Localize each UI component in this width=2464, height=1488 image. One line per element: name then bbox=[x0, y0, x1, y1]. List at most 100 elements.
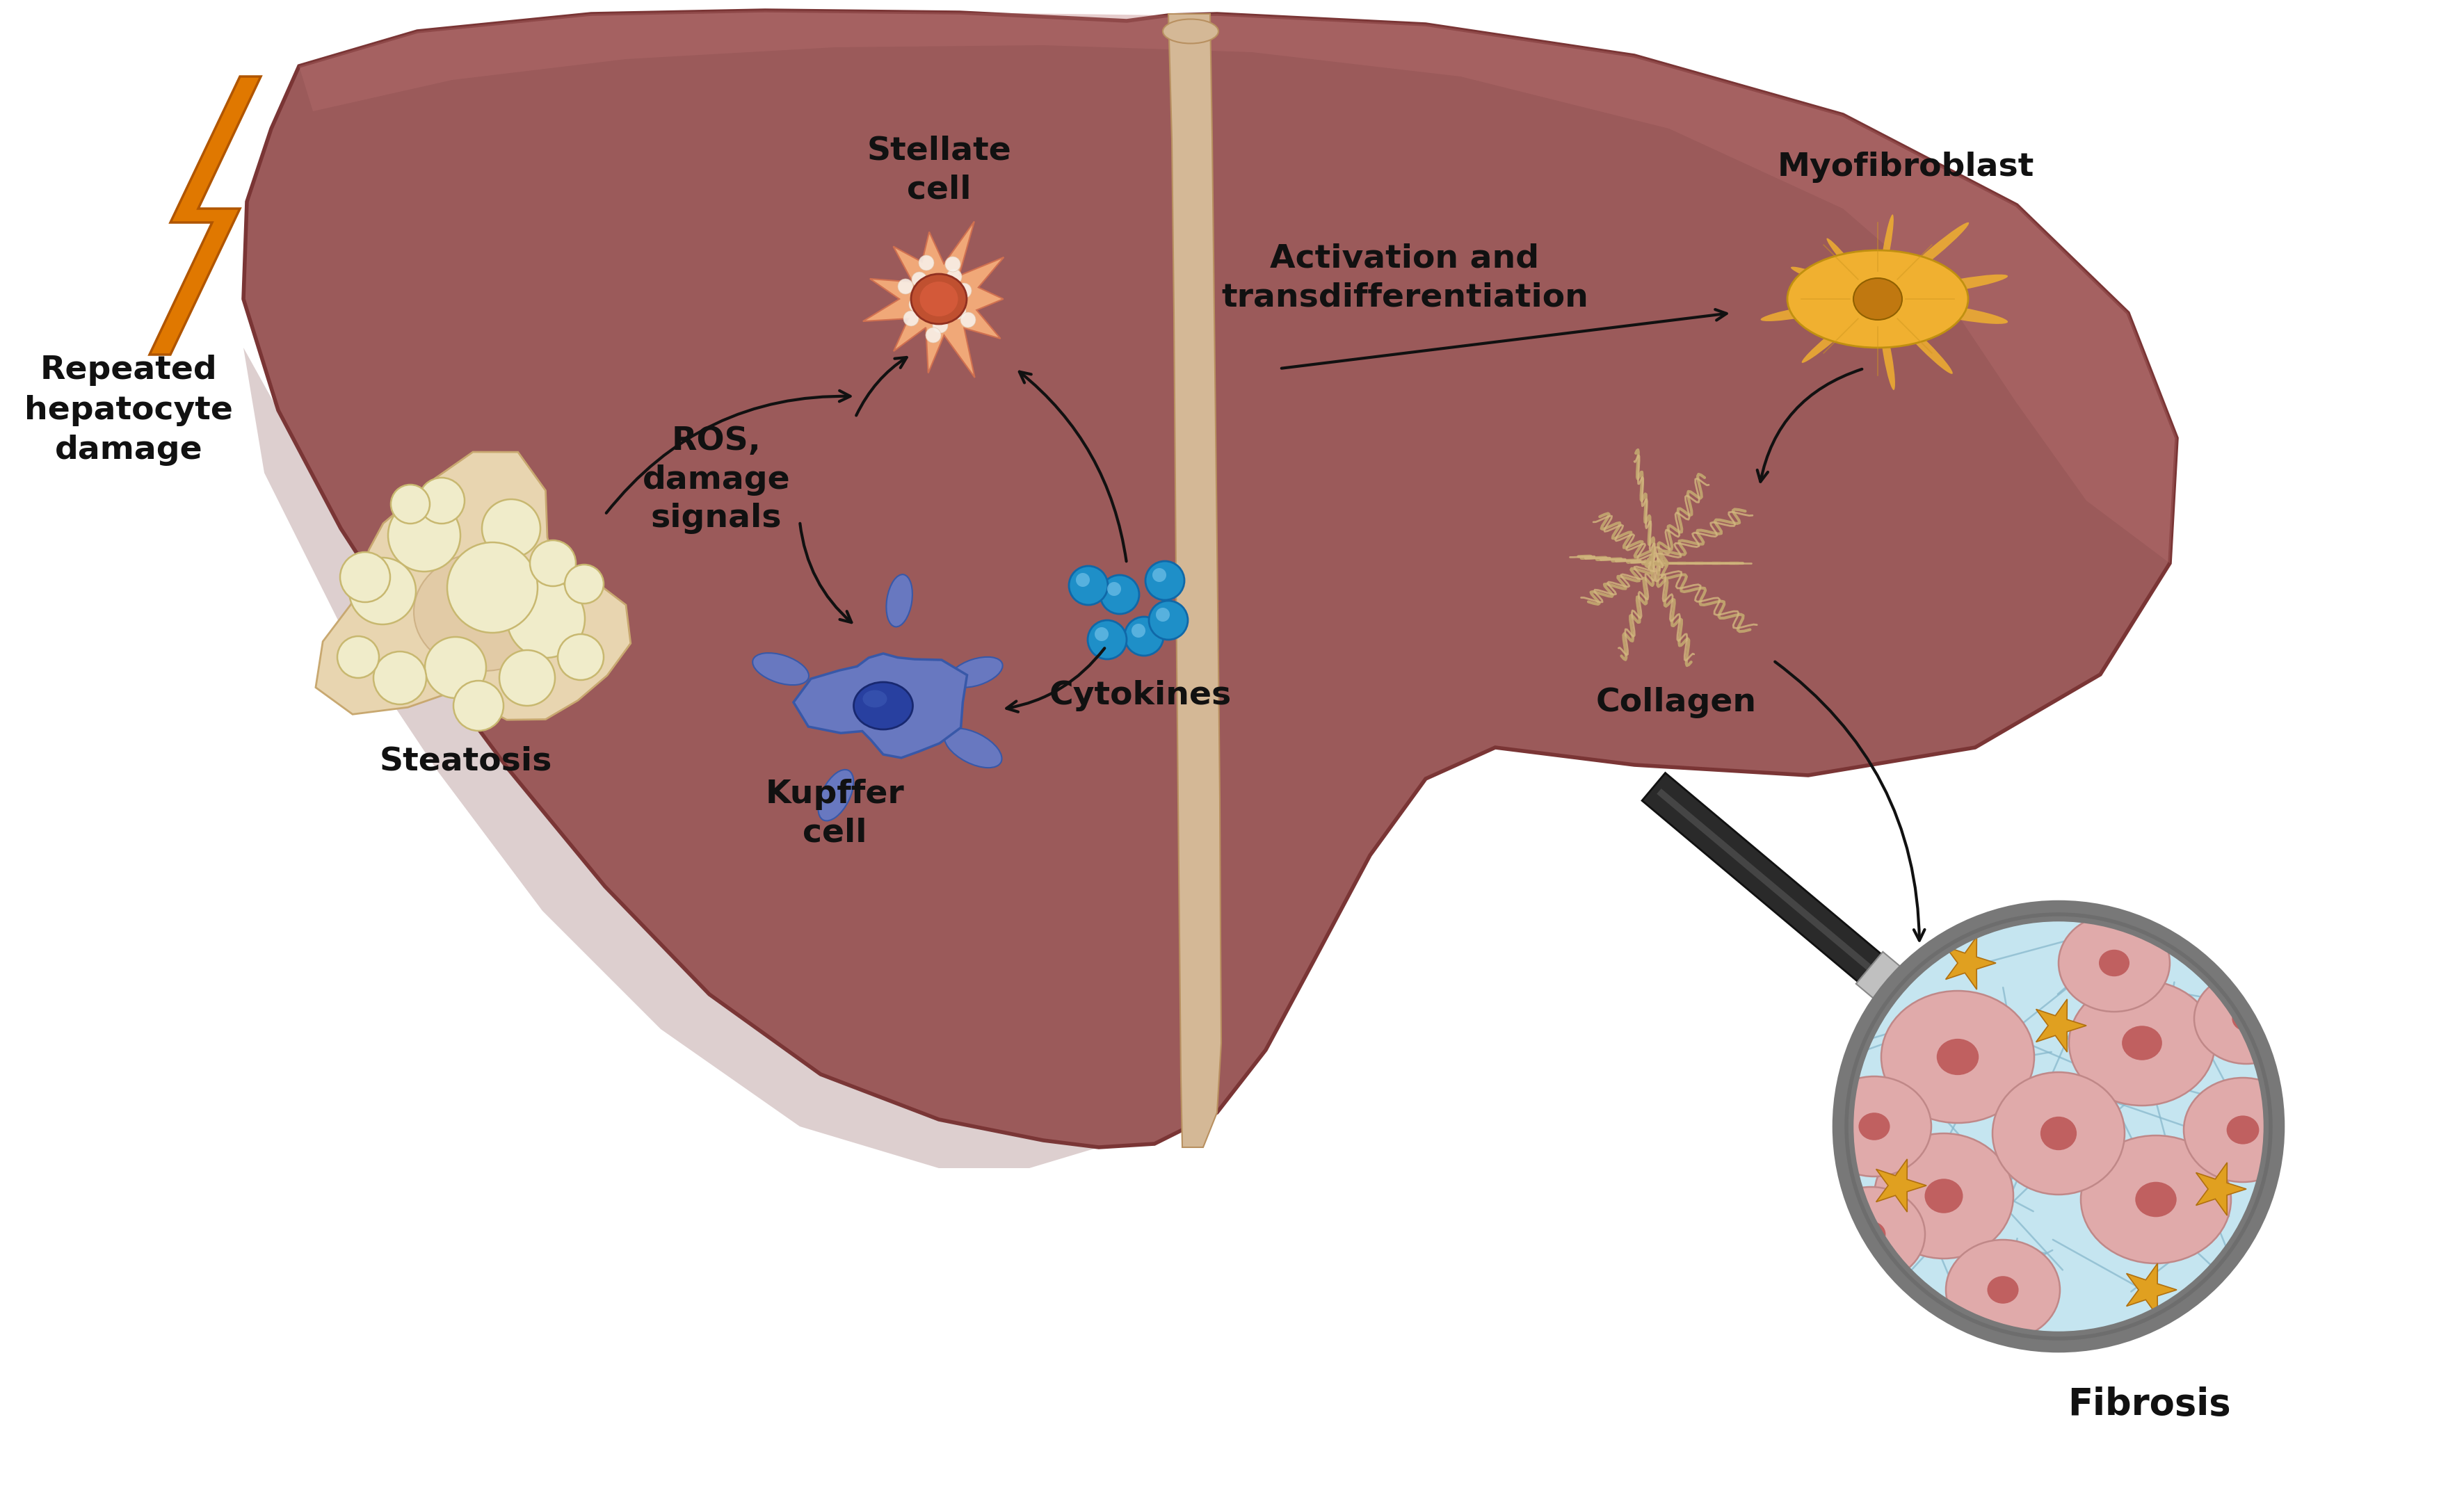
Text: Myofibroblast: Myofibroblast bbox=[1777, 152, 2033, 183]
Ellipse shape bbox=[1993, 1073, 2124, 1195]
Circle shape bbox=[500, 650, 554, 705]
Circle shape bbox=[340, 552, 389, 603]
Circle shape bbox=[453, 680, 503, 731]
Polygon shape bbox=[2126, 1263, 2176, 1317]
Ellipse shape bbox=[2080, 1135, 2230, 1263]
Circle shape bbox=[1156, 607, 1170, 622]
Polygon shape bbox=[2195, 1162, 2247, 1216]
Circle shape bbox=[338, 637, 379, 679]
Ellipse shape bbox=[1762, 304, 1848, 321]
Circle shape bbox=[375, 652, 426, 704]
Ellipse shape bbox=[1902, 222, 1969, 280]
Ellipse shape bbox=[1791, 266, 1855, 292]
Ellipse shape bbox=[818, 769, 853, 821]
Circle shape bbox=[924, 307, 939, 321]
Circle shape bbox=[956, 283, 971, 298]
Ellipse shape bbox=[2070, 981, 2215, 1106]
Polygon shape bbox=[244, 10, 2176, 1147]
Ellipse shape bbox=[1880, 214, 1895, 277]
Ellipse shape bbox=[853, 682, 912, 729]
Ellipse shape bbox=[1947, 1240, 2060, 1339]
Ellipse shape bbox=[1816, 1187, 1924, 1281]
Ellipse shape bbox=[1912, 304, 2008, 324]
Circle shape bbox=[557, 634, 604, 680]
Circle shape bbox=[1106, 582, 1121, 595]
Circle shape bbox=[1101, 574, 1138, 615]
Ellipse shape bbox=[2183, 1077, 2301, 1181]
Circle shape bbox=[530, 540, 577, 586]
Ellipse shape bbox=[1855, 1222, 1885, 1247]
Ellipse shape bbox=[2136, 1181, 2176, 1217]
Polygon shape bbox=[1656, 789, 1897, 991]
Polygon shape bbox=[1641, 772, 1910, 1006]
Circle shape bbox=[446, 542, 537, 632]
Ellipse shape bbox=[912, 274, 966, 324]
Circle shape bbox=[946, 269, 961, 284]
Ellipse shape bbox=[1875, 1134, 2013, 1259]
Circle shape bbox=[424, 637, 485, 698]
Circle shape bbox=[919, 254, 934, 271]
Ellipse shape bbox=[1937, 1039, 1979, 1074]
Ellipse shape bbox=[2227, 1116, 2259, 1144]
Ellipse shape bbox=[1826, 238, 1865, 283]
Text: Repeated
hepatocyte
damage: Repeated hepatocyte damage bbox=[25, 354, 234, 466]
Circle shape bbox=[1146, 561, 1185, 600]
Text: Stellate
cell: Stellate cell bbox=[867, 135, 1010, 205]
Circle shape bbox=[961, 312, 976, 327]
Polygon shape bbox=[298, 10, 2176, 564]
Polygon shape bbox=[1168, 13, 1222, 1147]
Polygon shape bbox=[862, 222, 1003, 378]
Ellipse shape bbox=[887, 574, 912, 626]
Ellipse shape bbox=[944, 728, 1003, 768]
Ellipse shape bbox=[1880, 323, 1895, 390]
Polygon shape bbox=[150, 76, 261, 354]
Ellipse shape bbox=[1924, 1178, 1964, 1213]
Circle shape bbox=[1094, 626, 1109, 641]
Polygon shape bbox=[315, 452, 631, 720]
Ellipse shape bbox=[919, 281, 958, 317]
Ellipse shape bbox=[1912, 274, 2008, 295]
Text: Kupffer
cell: Kupffer cell bbox=[766, 778, 904, 848]
Polygon shape bbox=[793, 653, 966, 757]
Polygon shape bbox=[244, 348, 1099, 1168]
Circle shape bbox=[904, 311, 919, 326]
Ellipse shape bbox=[1786, 250, 1969, 348]
Ellipse shape bbox=[1880, 991, 2035, 1123]
Ellipse shape bbox=[1163, 19, 1217, 43]
Ellipse shape bbox=[2232, 1006, 2259, 1031]
Circle shape bbox=[1131, 623, 1146, 638]
Text: Collagen: Collagen bbox=[1597, 686, 1757, 717]
Text: Activation and
transdifferentiation: Activation and transdifferentiation bbox=[1222, 243, 1589, 312]
Circle shape bbox=[350, 558, 416, 625]
Circle shape bbox=[1069, 565, 1109, 606]
Circle shape bbox=[909, 298, 924, 312]
Polygon shape bbox=[2035, 998, 2087, 1052]
Circle shape bbox=[419, 478, 466, 524]
Circle shape bbox=[508, 580, 584, 658]
Circle shape bbox=[1148, 601, 1188, 640]
Ellipse shape bbox=[2099, 949, 2129, 976]
Polygon shape bbox=[1947, 936, 1996, 990]
Ellipse shape bbox=[1853, 278, 1902, 320]
Circle shape bbox=[1087, 620, 1126, 659]
Ellipse shape bbox=[2057, 914, 2171, 1012]
Ellipse shape bbox=[414, 552, 552, 671]
Circle shape bbox=[483, 500, 540, 558]
Circle shape bbox=[946, 256, 961, 272]
Ellipse shape bbox=[752, 653, 808, 684]
Circle shape bbox=[1124, 616, 1163, 656]
Circle shape bbox=[897, 278, 914, 295]
Circle shape bbox=[392, 485, 429, 524]
Circle shape bbox=[1843, 911, 2274, 1342]
Ellipse shape bbox=[1897, 318, 1951, 373]
Polygon shape bbox=[1855, 952, 1912, 1009]
Circle shape bbox=[936, 286, 951, 301]
Ellipse shape bbox=[2122, 1025, 2161, 1061]
Ellipse shape bbox=[949, 658, 1003, 687]
Circle shape bbox=[912, 272, 926, 287]
Circle shape bbox=[387, 500, 461, 571]
Ellipse shape bbox=[2040, 1116, 2077, 1150]
Text: ROS,
damage
signals: ROS, damage signals bbox=[643, 426, 791, 534]
Circle shape bbox=[931, 318, 949, 333]
Circle shape bbox=[564, 564, 604, 604]
